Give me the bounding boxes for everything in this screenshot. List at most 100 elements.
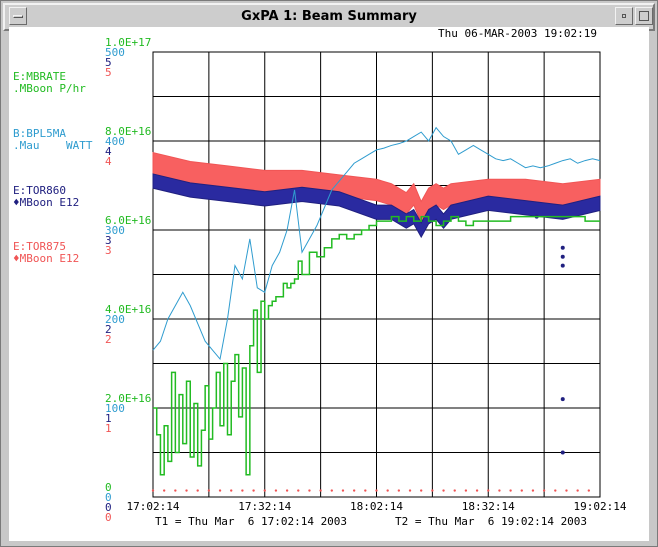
series-tor875-baseline-point bbox=[542, 489, 546, 492]
title-bar[interactable]: GxPA 1: Beam Summary bbox=[3, 3, 655, 31]
series-tor875-baseline-point bbox=[487, 489, 490, 492]
y-tick-label-cyan: 200 bbox=[105, 313, 125, 326]
series-tor875-baseline-point bbox=[576, 489, 579, 492]
series-tor875-baseline-point bbox=[185, 489, 188, 492]
series-tor860-outlier bbox=[560, 245, 565, 250]
y-tick-label-green: 8.0E+16 bbox=[105, 125, 151, 138]
y-tick-label-red: 4 bbox=[105, 155, 112, 168]
series-tor875-baseline-point bbox=[364, 489, 367, 492]
series-tor860-outlier bbox=[560, 450, 565, 455]
series-tor875-baseline-point bbox=[230, 489, 233, 492]
minimize-button[interactable] bbox=[615, 7, 633, 25]
y-tick-label-green: 2.0E+16 bbox=[105, 392, 151, 405]
y-tick-label-cyan: 500 bbox=[105, 46, 125, 59]
y-tick-label-navy: 1 bbox=[105, 412, 112, 425]
maximize-button[interactable] bbox=[635, 7, 653, 25]
series-tor875-baseline-point bbox=[252, 489, 255, 492]
y-tick-label-cyan: 0 bbox=[105, 491, 112, 504]
series-tor875-baseline-point bbox=[341, 489, 345, 492]
x-tick-label: 17:32:14 bbox=[238, 500, 291, 513]
y-axis-labels: 1.0E+17500558.0E+16400446.0E+16300334.0E… bbox=[105, 36, 151, 524]
x-axis-labels: 17:02:14 17:32:14 18:02:14 18:32:14 19:02:14 bbox=[127, 500, 627, 513]
series-tor875-baseline-point bbox=[308, 489, 311, 492]
plot-area: Thu 06-MAR-2003 19:02:19 E:MBRATE .MBoon… bbox=[9, 27, 649, 541]
series-tor875-baseline-point bbox=[274, 489, 278, 492]
legend-unit-mbrate: .MBoon P/hr bbox=[13, 82, 86, 95]
y-tick-label-navy: 5 bbox=[105, 56, 112, 69]
legend-unit-bpl5ma: .Mau WATT bbox=[13, 139, 93, 152]
y-tick-label-cyan: 100 bbox=[105, 402, 125, 415]
y-tick-label-red: 0 bbox=[105, 511, 112, 524]
series-tor875-baseline-point bbox=[397, 489, 401, 492]
legend: E:MBRATE .MBoon P/hr B:BPL5MA .Mau WATT … bbox=[13, 70, 93, 265]
series-tor875-baseline-point bbox=[319, 489, 322, 492]
series-tor875-baseline-point bbox=[151, 489, 155, 492]
series-tor875-baseline-point bbox=[475, 489, 479, 492]
beam-summary-chart: Thu 06-MAR-2003 19:02:19 E:MBRATE .MBoon… bbox=[13, 27, 627, 528]
x-tick-label: 17:02:14 bbox=[127, 500, 180, 513]
legend-unit-tor860: ♦MBoon E12 bbox=[13, 196, 79, 209]
series-tor875-baseline-point bbox=[531, 489, 535, 492]
series-tor875-baseline-point bbox=[352, 489, 356, 492]
series-tor875-baseline-point bbox=[162, 489, 166, 492]
y-tick-label-red: 2 bbox=[105, 333, 112, 346]
series-tor875-baseline-point bbox=[565, 489, 568, 492]
menu-bar-icon bbox=[13, 15, 23, 18]
y-tick-label-green: 0 bbox=[105, 481, 112, 494]
series-tor875-baseline-point bbox=[330, 489, 333, 492]
series-tor875-baseline-point bbox=[587, 489, 591, 492]
series-tor875-baseline-point bbox=[196, 489, 199, 492]
series-tor875-baseline-point bbox=[442, 489, 445, 492]
footer-t1: T1 = Thu Mar 6 17:02:14 2003 bbox=[155, 515, 347, 528]
series-bpl5ma-line bbox=[152, 126, 601, 361]
series-tor875-baseline-point bbox=[554, 489, 557, 492]
legend-name-bpl5ma: B:BPL5MA bbox=[13, 127, 66, 140]
y-tick-label-navy: 4 bbox=[105, 145, 112, 158]
series-tor860-outlier bbox=[560, 254, 565, 259]
y-tick-label-cyan: 400 bbox=[105, 135, 125, 148]
plot-series bbox=[151, 126, 601, 492]
window-title: GxPA 1: Beam Summary bbox=[241, 9, 417, 24]
series-tor875-baseline-point bbox=[386, 489, 389, 492]
maximize-icon bbox=[639, 11, 649, 21]
series-tor860-outlier bbox=[560, 263, 565, 268]
y-tick-label-navy: 3 bbox=[105, 234, 112, 247]
header-datetime: Thu 06-MAR-2003 19:02:19 bbox=[438, 27, 597, 40]
legend-name-tor860: E:TOR860 bbox=[13, 184, 66, 197]
y-tick-label-green: 6.0E+16 bbox=[105, 214, 151, 227]
series-tor875-baseline-point bbox=[174, 489, 177, 492]
series-tor875-baseline-point bbox=[520, 489, 523, 492]
series-tor875-baseline-point bbox=[241, 489, 244, 492]
series-tor875-baseline-point bbox=[297, 489, 300, 492]
plot-grid bbox=[152, 51, 601, 498]
series-tor875-baseline-point bbox=[263, 489, 266, 492]
x-tick-label: 18:32:14 bbox=[462, 500, 515, 513]
y-tick-label-red: 3 bbox=[105, 244, 112, 257]
series-tor860-band bbox=[152, 173, 601, 239]
legend-unit-tor875: ♦MBoon E12 bbox=[13, 252, 79, 265]
y-tick-label-cyan: 300 bbox=[105, 224, 125, 237]
series-tor875-baseline-point bbox=[498, 489, 501, 492]
y-tick-label-green: 1.0E+17 bbox=[105, 36, 151, 49]
series-tor875-baseline-point bbox=[431, 489, 434, 492]
series-tor875-baseline-point bbox=[408, 489, 412, 492]
y-tick-label-red: 5 bbox=[105, 66, 112, 79]
x-tick-label: 18:02:14 bbox=[350, 500, 403, 513]
y-tick-label-red: 1 bbox=[105, 422, 112, 435]
legend-name-mbrate: E:MBRATE bbox=[13, 70, 66, 83]
minimize-icon bbox=[622, 14, 626, 18]
window-menu-button[interactable] bbox=[9, 7, 27, 25]
series-tor860-outlier bbox=[560, 397, 565, 402]
series-tor875-baseline-point bbox=[509, 489, 512, 492]
series-mbrate-line bbox=[153, 215, 600, 476]
series-tor875-baseline-point bbox=[285, 489, 289, 492]
y-tick-label-navy: 0 bbox=[105, 501, 112, 514]
legend-name-tor875: E:TOR875 bbox=[13, 240, 66, 253]
footer-t2: T2 = Thu Mar 6 19:02:14 2003 bbox=[395, 515, 587, 528]
series-tor875-baseline-point bbox=[375, 489, 378, 492]
y-tick-label-green: 4.0E+16 bbox=[105, 303, 151, 316]
series-tor875-baseline-point bbox=[218, 489, 222, 492]
series-tor875-baseline-point bbox=[464, 489, 468, 492]
y-tick-label-navy: 2 bbox=[105, 323, 112, 336]
